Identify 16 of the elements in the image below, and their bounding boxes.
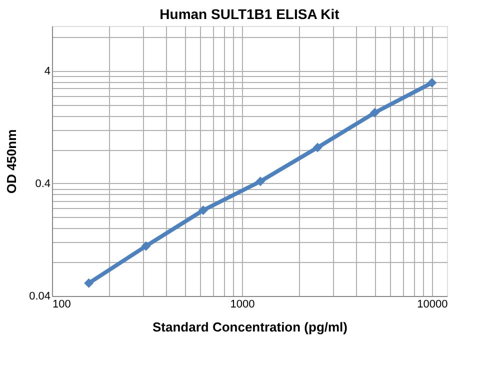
y-tick-label: 4 — [44, 65, 50, 78]
point — [427, 78, 437, 88]
y-tick-label: 0.4 — [35, 178, 50, 190]
point — [198, 206, 208, 215]
point — [370, 108, 380, 118]
x-tick-label: 100 — [52, 298, 71, 310]
x-tick-label: 10000 — [417, 298, 448, 310]
point — [141, 241, 151, 251]
point — [256, 176, 266, 186]
y-axis-title: OD 450nm — [4, 129, 20, 194]
point — [84, 278, 94, 288]
x-tick-label: 1000 — [230, 298, 255, 310]
point — [312, 142, 322, 152]
chart-title: Human SULT1B1 ELISA Kit — [160, 6, 340, 22]
x-axis-title: Standard Concentration (pg/ml) — [152, 320, 348, 334]
y-tick-label: 0.04 — [29, 290, 50, 302]
